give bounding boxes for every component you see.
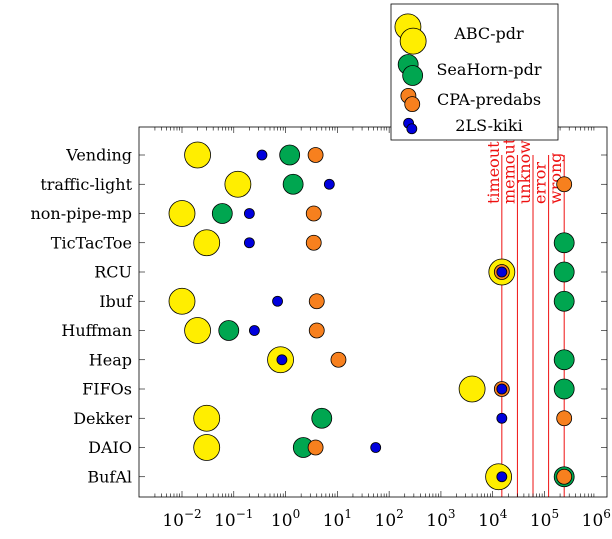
cpa-predabs-point <box>556 410 573 427</box>
seahorn-pdr-point <box>279 144 301 166</box>
abc-pdr-point <box>168 200 196 227</box>
2ls-kiki-point <box>276 354 288 366</box>
legend-marker <box>406 123 418 135</box>
2ls-kiki-point <box>496 383 508 395</box>
legend-label: ABC-pdr <box>453 24 524 43</box>
y-tick-label: RCU <box>94 263 132 282</box>
2ls-kiki-point <box>256 149 268 161</box>
2ls-kiki-point <box>243 237 255 249</box>
data-points <box>168 141 575 491</box>
y-tick-label: Vending <box>65 146 132 165</box>
2ls-kiki-point <box>248 325 260 336</box>
cpa-predabs-point <box>305 234 322 251</box>
2ls-kiki-point <box>272 295 283 307</box>
y-tick-label: traffic-light <box>40 175 132 194</box>
2ls-kiki-point <box>496 266 508 278</box>
2ls-kiki-point <box>496 471 508 483</box>
cpa-predabs-point <box>308 322 325 339</box>
abc-pdr-point <box>193 434 221 461</box>
2ls-kiki-point <box>370 442 382 453</box>
plot-frame <box>138 126 608 498</box>
x-tick-label: 106 <box>582 507 611 531</box>
legend-label: SeaHorn-pdr <box>436 60 541 79</box>
legend-marker <box>404 96 421 113</box>
abc-pdr-point <box>458 375 486 403</box>
seahorn-pdr-point <box>553 232 575 254</box>
2ls-kiki-point <box>243 208 255 219</box>
abc-pdr-point <box>184 141 211 169</box>
x-tick-label: 104 <box>478 507 508 531</box>
cpa-predabs-point <box>307 439 324 456</box>
limit-line-label: memout <box>499 137 518 204</box>
seahorn-pdr-point <box>282 173 304 195</box>
abc-pdr-point <box>184 317 211 344</box>
legend: ABC-pdr SeaHorn-pdr CPA-predabs 2LS-kiki <box>390 3 559 141</box>
legend-label: CPA-predabs <box>437 90 541 109</box>
y-tick-label: BufAl <box>87 467 132 486</box>
x-tick-label: 105 <box>530 507 559 531</box>
cpa-predabs-point <box>307 147 324 163</box>
cpa-predabs-point <box>308 293 325 310</box>
y-tick-label: Huffman <box>61 321 132 340</box>
seahorn-pdr-point <box>218 320 240 341</box>
seahorn-pdr-point <box>553 290 575 312</box>
seahorn-pdr-point <box>311 407 333 429</box>
abc-pdr-point <box>193 404 221 432</box>
2ls-kiki-point <box>496 412 508 424</box>
seahorn-pdr-point <box>553 378 575 400</box>
abc-pdr-point <box>193 229 221 257</box>
x-tick-label: 100 <box>271 507 300 531</box>
x-tick-label: 103 <box>426 507 455 531</box>
x-tick-label: 101 <box>323 507 352 531</box>
abc-pdr-point <box>168 287 196 315</box>
limit-line-label: error <box>531 162 550 204</box>
limit-line-label: unknown <box>515 130 534 204</box>
seahorn-pdr-point <box>553 349 575 371</box>
legend-marker <box>402 65 424 86</box>
legend-marker <box>399 27 427 55</box>
cpa-predabs-point <box>556 176 573 193</box>
x-tick-label: 102 <box>375 507 404 531</box>
x-tick-label: 10−2 <box>162 507 201 531</box>
limit-line-label: timeout <box>484 141 503 204</box>
y-tick-label: TicTacToe <box>51 233 132 252</box>
cpa-predabs-point <box>330 351 347 368</box>
2ls-kiki-point <box>323 178 335 190</box>
x-tick-label: 10−1 <box>214 507 253 531</box>
y-tick-label: Ibuf <box>99 292 133 311</box>
y-tick-label: FIFOs <box>82 380 132 399</box>
abc-pdr-point <box>224 170 252 198</box>
y-tick-label: Heap <box>89 350 132 369</box>
seahorn-pdr-point <box>211 203 233 224</box>
legend-label: 2LS-kiki <box>455 116 522 135</box>
y-tick-label: DAIO <box>88 438 132 457</box>
y-tick-label: Dekker <box>73 409 132 428</box>
seahorn-pdr-point <box>553 261 575 283</box>
y-tick-label: non-pipe-mp <box>30 204 132 223</box>
cpa-predabs-point <box>556 468 573 485</box>
cpa-predabs-point <box>305 205 322 222</box>
